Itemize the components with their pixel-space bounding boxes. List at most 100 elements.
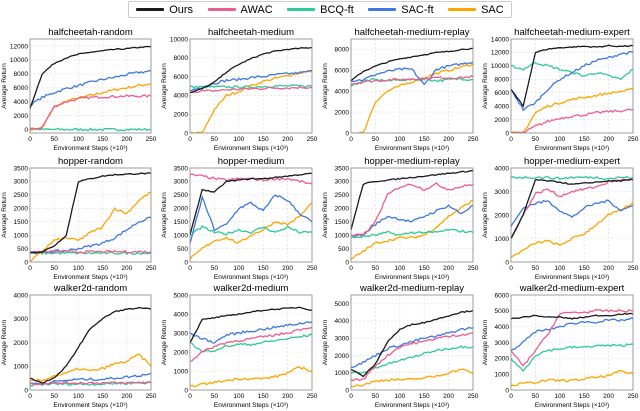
y-tick-label: 6000: [335, 68, 350, 75]
y-tick-label: 0: [184, 387, 188, 394]
series-line-bcq-ft: [511, 343, 633, 373]
series-line-ours: [511, 312, 633, 320]
subplot-title: walker2d-random: [53, 283, 127, 294]
y-tick-label: 0: [24, 127, 28, 134]
series-line-bcq-ft: [190, 333, 312, 353]
y-tick-label: 3000: [335, 335, 350, 342]
legend-label: AWAC: [240, 3, 273, 16]
series-line-sac: [190, 366, 312, 388]
y-tick-label: 1500: [335, 219, 350, 226]
y-tick-label: 0: [184, 259, 188, 266]
y-tick-label: 2000: [174, 206, 189, 213]
y-tick-label: 2000: [335, 109, 350, 116]
legend-item-sac: SAC: [448, 4, 504, 16]
x-tick-label: 150: [258, 393, 269, 400]
y-axis-label: Average Return: [161, 63, 168, 109]
x-tick-label: 100: [394, 393, 405, 400]
x-tick-label: 200: [282, 265, 293, 272]
x-axis-label: Environment Steps (×10³): [535, 145, 609, 152]
plot-frame: [350, 167, 474, 263]
series-line-sac: [351, 199, 473, 260]
series-line-sac: [30, 191, 151, 262]
series-line-ours: [351, 47, 473, 82]
x-tick-label: 0: [188, 136, 192, 143]
subplot-title: halfcheetah-random: [48, 27, 133, 38]
legend-item-ours: Ours: [136, 4, 193, 16]
x-tick-label: 50: [211, 136, 219, 143]
y-tick-label: 3000: [495, 189, 510, 196]
series-line-ours: [190, 172, 312, 236]
series-line-ours: [351, 309, 473, 378]
x-tick-label: 200: [603, 265, 614, 272]
y-axis-label: Average Return: [1, 192, 8, 238]
x-tick-label: 250: [628, 265, 639, 272]
y-tick-label: 2000: [14, 113, 29, 120]
legend-swatch: [207, 8, 236, 11]
subplot-halfcheetah-random: halfcheetah-random 0 50 100 150 200 250 0 2000 40…: [1, 27, 157, 152]
series-line-awac: [30, 94, 151, 131]
plot-frame: [510, 167, 634, 263]
y-tick-label: 0: [505, 387, 509, 394]
y-tick-label: 1000: [14, 364, 29, 371]
x-axis-label: Environment Steps (×10³): [375, 145, 449, 152]
x-tick-label: 0: [509, 136, 513, 143]
y-axis-label: Average Return: [482, 63, 489, 109]
y-tick-label: 0: [345, 130, 349, 137]
plot-frame: [29, 38, 152, 134]
y-tick-label: 2500: [14, 192, 29, 199]
series-line-sac-ft: [190, 321, 312, 344]
plot-frame: [350, 38, 474, 134]
legend-item-awac: AWAC: [207, 3, 273, 16]
x-tick-label: 0: [28, 136, 32, 143]
x-tick-label: 150: [419, 393, 430, 400]
series-line-awac: [511, 308, 633, 367]
plot-frame: [29, 294, 152, 391]
x-axis-label: Environment Steps (×10³): [53, 145, 127, 152]
y-tick-label: 3500: [174, 165, 189, 172]
subplot-title: hopper-medium-replay: [364, 156, 460, 167]
series-line-bcq-ft: [511, 62, 633, 81]
y-tick-label: 1500: [174, 219, 189, 226]
x-tick-label: 50: [372, 393, 380, 400]
x-tick-label: 250: [468, 136, 479, 143]
y-tick-label: 12000: [491, 50, 509, 57]
x-tick-label: 200: [282, 393, 293, 400]
plot-frame: [29, 167, 152, 263]
x-axis-label: Environment Steps (×10³): [53, 274, 127, 281]
x-tick-label: 100: [233, 393, 244, 400]
series-line-sac: [190, 202, 312, 260]
x-tick-label: 100: [73, 265, 84, 272]
series-line-awac: [30, 249, 151, 254]
subplot-title: halfcheetah-medium-expert: [514, 27, 630, 38]
subplot-title: walker2d-medium: [213, 283, 289, 294]
x-tick-label: 150: [97, 393, 108, 400]
y-axis-label: Average Return: [1, 319, 8, 365]
series-line-awac: [190, 85, 312, 94]
y-tick-label: 4000: [14, 292, 29, 299]
y-tick-label: 1000: [495, 236, 510, 243]
y-tick-label: 4000: [495, 324, 510, 331]
y-tick-label: 3000: [335, 179, 350, 186]
series-line-sac-ft: [511, 199, 633, 228]
series-line-sac: [30, 82, 151, 132]
x-tick-label: 100: [73, 136, 84, 143]
y-tick-label: 4000: [174, 311, 189, 318]
y-tick-label: 3500: [14, 165, 29, 172]
y-tick-label: 5000: [335, 301, 350, 308]
x-tick-label: 200: [121, 265, 132, 272]
x-tick-label: 150: [579, 393, 590, 400]
x-axis-label: Environment Steps (×10³): [214, 145, 288, 152]
y-tick-label: 1000: [174, 232, 189, 239]
y-tick-label: 4000: [335, 89, 350, 96]
y-tick-label: 3000: [14, 316, 29, 323]
series-line-ours: [351, 170, 473, 230]
x-tick-label: 0: [28, 265, 32, 272]
y-tick-label: 5000: [174, 292, 189, 299]
series-line-sac: [511, 369, 633, 387]
plot-frame: [350, 294, 474, 391]
series-line-sac-ft: [351, 61, 473, 86]
x-tick-label: 0: [349, 136, 353, 143]
